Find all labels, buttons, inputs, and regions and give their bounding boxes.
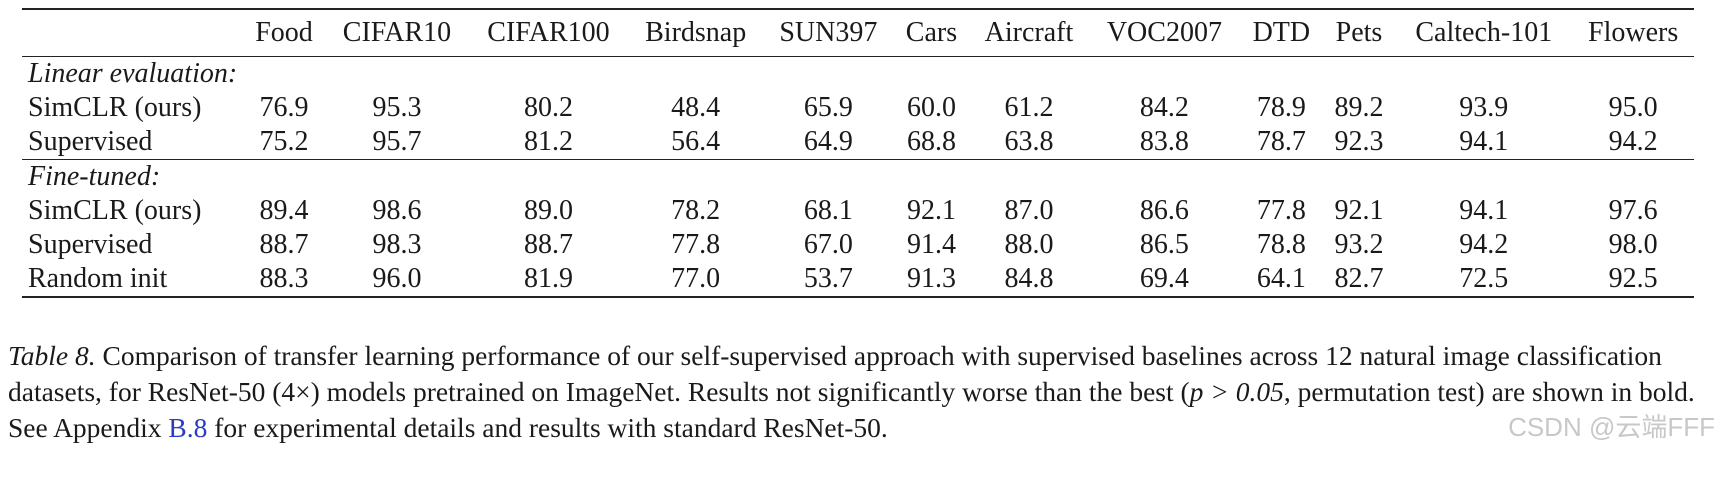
column-header: Birdsnap: [645, 17, 747, 48]
value-cell: 82.7: [1334, 263, 1384, 294]
column-header: CIFAR10: [342, 17, 452, 48]
value-cell: 78.7: [1256, 126, 1306, 157]
value-cell: 83.8: [1139, 126, 1189, 157]
column-header: DTD: [1252, 17, 1311, 48]
value-cell: 81.9: [523, 263, 573, 294]
method-name-cell: Random init: [28, 263, 168, 294]
value-cell: 86.6: [1139, 195, 1189, 226]
value-cell: 65.9: [803, 92, 853, 123]
value-cell: 98.6: [372, 195, 422, 226]
value-cell: 88.7: [259, 229, 309, 260]
table-row: Random init 88.3 96.0 81.9 77.0 53.7 91.3 84.8 6…: [22, 262, 1694, 297]
watermark: CSDN @云端FFF: [1508, 412, 1715, 442]
value-cell: 77.8: [1256, 195, 1306, 226]
table-caption: Table 8. Comparison of transfer learning…: [8, 338, 1708, 446]
value-cell: 95.7: [372, 126, 422, 157]
value-cell: 78.9: [1256, 92, 1306, 123]
section-label: Linear evaluation:: [28, 58, 238, 89]
method-name-cell: Supervised: [28, 126, 153, 157]
value-cell: 80.2: [523, 92, 573, 123]
value-cell: 64.1: [1256, 263, 1306, 294]
column-header: SUN397: [779, 17, 878, 48]
value-cell: 53.7: [803, 263, 853, 294]
value-cell: 78.8: [1256, 229, 1306, 260]
table-row: SimCLR (ours) 76.9 95.3 80.2 48.4 65.9 60.0 61.…: [22, 91, 1694, 125]
value-cell: 88.0: [1004, 229, 1054, 260]
value-cell: 92.3: [1334, 126, 1384, 157]
caption-math: p > 0.05: [1189, 376, 1284, 407]
value-cell: 94.2: [1608, 126, 1658, 157]
appendix-link[interactable]: B.8: [168, 412, 208, 443]
caption-text-2: , permutation test) are shown in bold. S…: [8, 376, 1695, 443]
value-cell: 76.9: [259, 92, 309, 123]
value-cell: 88.7: [523, 229, 573, 260]
value-cell: 92.1: [906, 195, 956, 226]
value-cell: 48.4: [671, 92, 721, 123]
value-cell: 89.2: [1334, 92, 1384, 123]
value-cell: 68.1: [803, 195, 853, 226]
value-cell: 81.2: [523, 126, 573, 157]
value-cell: 98.3: [372, 229, 422, 260]
value-cell: 95.3: [372, 92, 422, 123]
value-cell: 78.2: [671, 195, 721, 226]
method-name-cell: SimCLR (ours): [28, 195, 202, 226]
value-cell: 89.4: [259, 195, 309, 226]
section-label-row: Fine-tuned:: [22, 160, 1694, 195]
value-cell: 94.1: [1459, 195, 1509, 226]
value-cell: 84.2: [1139, 92, 1189, 123]
value-cell: 94.2: [1459, 229, 1509, 260]
value-cell: 69.4: [1139, 263, 1189, 294]
value-cell: 91.3: [906, 263, 956, 294]
value-cell: 68.8: [906, 126, 956, 157]
value-cell: 56.4: [671, 126, 721, 157]
column-header: VOC2007: [1106, 17, 1222, 48]
method-name-cell: Supervised: [28, 229, 153, 260]
value-cell: 96.0: [372, 263, 422, 294]
header-empty-cell: [22, 9, 243, 57]
value-cell: 64.9: [803, 126, 853, 157]
column-header: Pets: [1335, 17, 1383, 48]
table-body: Linear evaluation: SimCLR (ours) 76.9 95.3 8…: [22, 57, 1694, 297]
column-header: Cars: [905, 17, 958, 48]
value-cell: 92.1: [1334, 195, 1384, 226]
value-cell: 75.2: [259, 126, 309, 157]
caption-text-1: Comparison of transfer learning performa…: [8, 340, 1662, 407]
section-label-row: Linear evaluation:: [22, 57, 1694, 92]
value-cell: 95.0: [1608, 92, 1658, 123]
column-header: Aircraft: [984, 17, 1074, 48]
value-cell: 86.5: [1139, 229, 1189, 260]
value-cell: 98.0: [1608, 229, 1658, 260]
value-cell: 87.0: [1004, 195, 1054, 226]
column-header: Caltech-101: [1415, 17, 1553, 48]
value-cell: 93.2: [1334, 229, 1384, 260]
value-cell: 77.8: [671, 229, 721, 260]
column-header: Food: [255, 17, 313, 48]
method-name-cell: SimCLR (ours): [28, 92, 202, 123]
value-cell: 77.0: [671, 263, 721, 294]
value-cell: 63.8: [1004, 126, 1054, 157]
table-header-row: Food CIFAR10 CIFAR100 Birdsnap SUN397 Cars Air…: [22, 9, 1694, 57]
results-table: Food CIFAR10 CIFAR100 Birdsnap SUN397 Cars Air…: [22, 8, 1694, 298]
value-cell: 89.0: [523, 195, 573, 226]
value-cell: 67.0: [803, 229, 853, 260]
value-cell: 91.4: [906, 229, 956, 260]
value-cell: 61.2: [1004, 92, 1054, 123]
value-cell: 60.0: [906, 92, 956, 123]
column-header: CIFAR100: [487, 17, 610, 48]
section-label: Fine-tuned:: [28, 161, 161, 192]
caption-label: Table 8.: [8, 340, 96, 371]
value-cell: 92.5: [1608, 263, 1658, 294]
column-header: Flowers: [1588, 17, 1679, 48]
value-cell: 84.8: [1004, 263, 1054, 294]
value-cell: 97.6: [1608, 195, 1658, 226]
results-table-container: Food CIFAR10 CIFAR100 Birdsnap SUN397 Cars Air…: [22, 8, 1694, 298]
table-row: SimCLR (ours) 89.4 98.6 89.0 78.2 68.1 92.1 87.…: [22, 194, 1694, 228]
table-row: Supervised 75.2 95.7 81.2 56.4 64.9 68.8 63.8 83…: [22, 125, 1694, 160]
caption-text-3: for experimental details and results wit…: [207, 412, 888, 443]
value-cell: 94.1: [1459, 126, 1509, 157]
value-cell: 93.9: [1459, 92, 1509, 123]
value-cell: 88.3: [259, 263, 309, 294]
table-row: Supervised 88.7 98.3 88.7 77.8 67.0 91.4 88.0 86…: [22, 228, 1694, 262]
value-cell: 72.5: [1459, 263, 1509, 294]
